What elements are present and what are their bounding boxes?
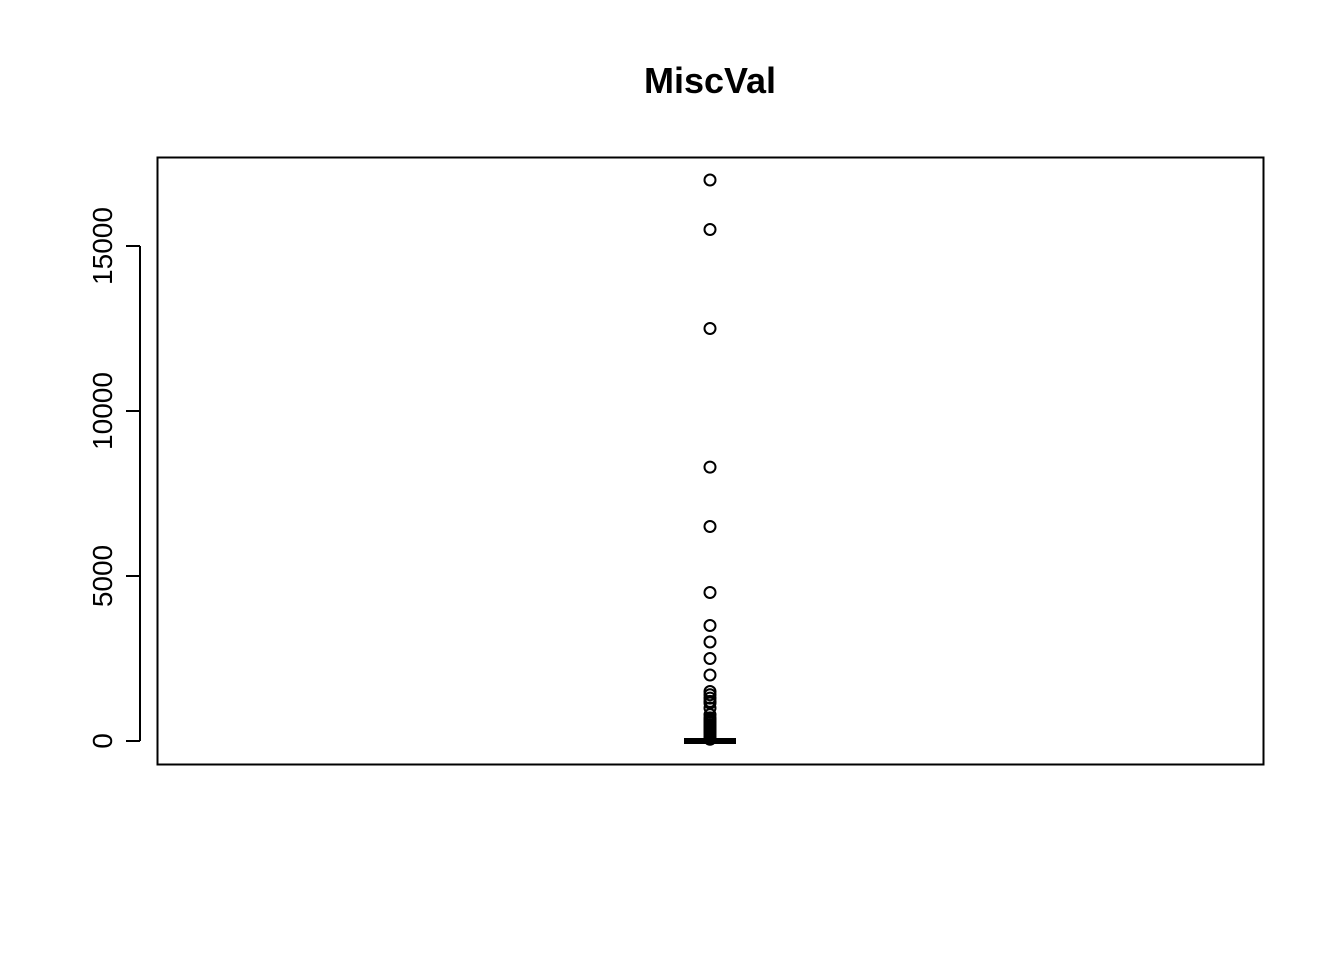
outlier-point — [703, 635, 717, 649]
outlier-point — [703, 520, 717, 533]
box — [684, 738, 736, 744]
outlier-point — [703, 460, 717, 474]
outlier-point — [703, 668, 717, 682]
chart-title: MiscVal — [644, 60, 776, 101]
outlier-point — [703, 652, 717, 665]
plot-frame — [156, 156, 1265, 766]
outlier-point — [703, 173, 717, 187]
outlier-point — [703, 586, 717, 599]
outliers — [703, 173, 717, 746]
outlier-point — [703, 322, 717, 335]
outlier-point — [703, 619, 717, 632]
y-tick-label: 10000 — [87, 372, 118, 450]
outlier-point — [703, 732, 717, 746]
y-tick-label: 15000 — [87, 207, 118, 285]
outlier-point — [703, 223, 717, 236]
y-tick-label: 0 — [87, 733, 118, 749]
y-tick-label: 5000 — [87, 545, 118, 607]
y-axis: 0 5000 10000 15000 — [87, 207, 141, 749]
